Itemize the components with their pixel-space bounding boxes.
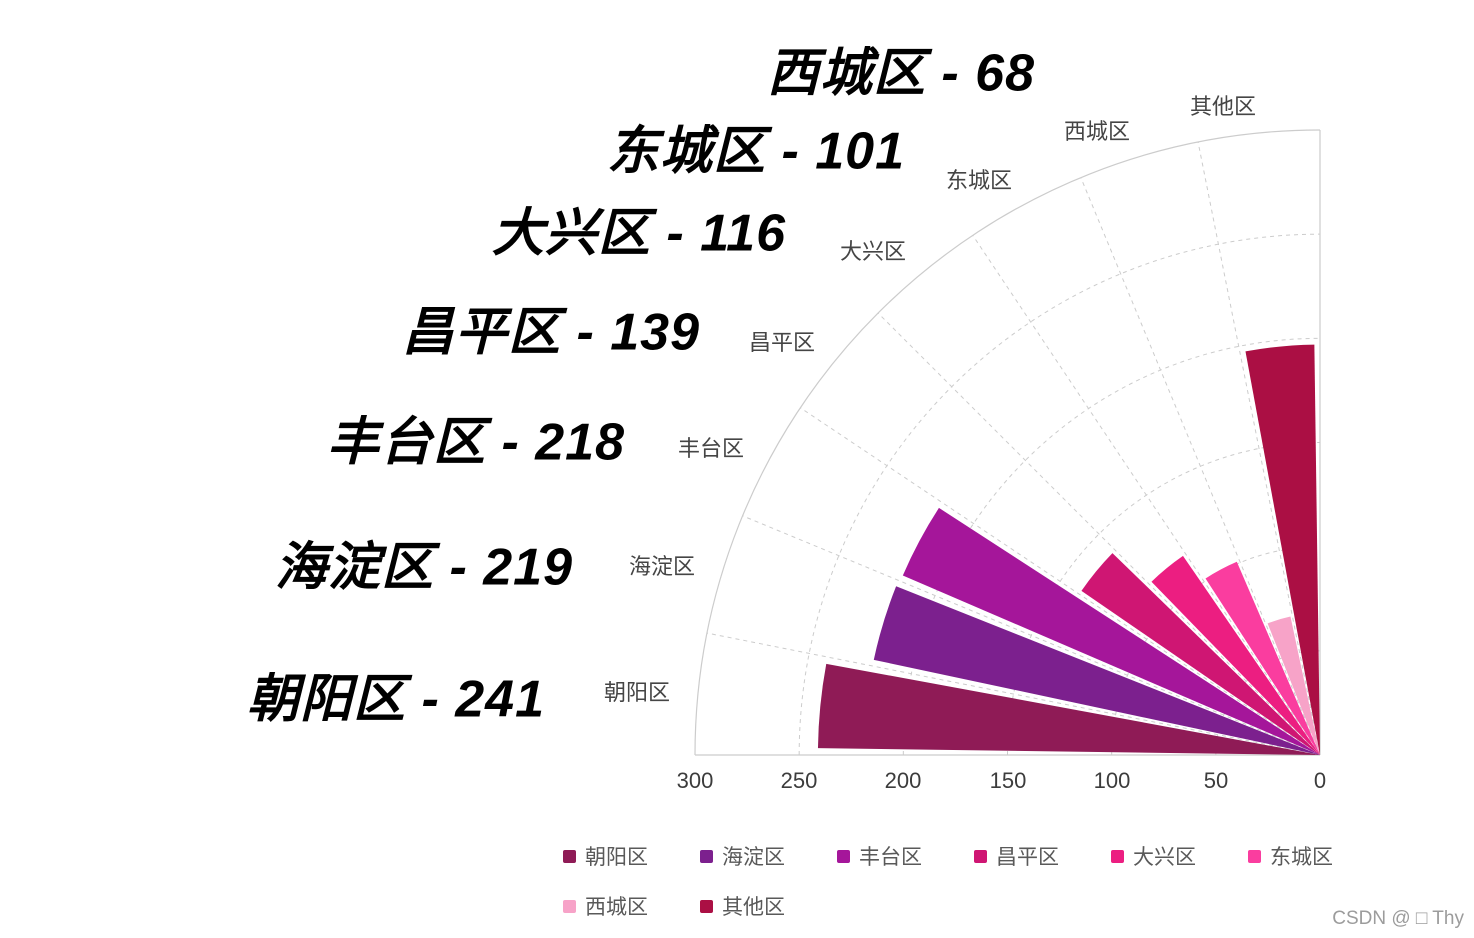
value-label-海淀区: 海淀区 - 219 [275,538,573,597]
legend-swatch-icon [974,849,987,863]
grid-spoke [1080,177,1321,756]
legend-label: 西城区 [585,896,648,919]
angular-category-label-西城区: 西城区 [1063,119,1130,144]
legend-label: 大兴区 [1133,846,1196,869]
polar-bar-西城区[interactable] [1267,616,1320,755]
radial-tick-50: 50 [1203,768,1229,793]
radial-tick-0: 0 [1313,768,1327,793]
polar-bar-丰台区[interactable] [902,507,1320,755]
grid-spoke [972,235,1321,756]
value-label-丰台区: 丰台区 - 218 [327,413,625,472]
watermark: CSDN @ □ Thy [1332,908,1464,929]
radial-tick-200: 200 [884,768,922,793]
angular-category-label-昌平区: 昌平区 [748,330,815,355]
legend-row: 西城区 其他区 [563,891,1333,921]
legend-item-朝阳区[interactable]: 朝阳区 [563,841,648,871]
legend-item-海淀区[interactable]: 海淀区 [700,841,785,871]
polar-bar-大兴区[interactable] [1151,555,1320,755]
radial-tick-250: 250 [780,768,818,793]
legend-swatch-icon [1248,849,1261,863]
legend-swatch-icon [1111,849,1124,863]
legend-item-东城区[interactable]: 东城区 [1248,841,1333,871]
polar-bar-海淀区[interactable] [873,586,1320,755]
value-label-昌平区: 昌平区 - 139 [402,303,700,362]
grid-spoke [1197,141,1321,756]
angular-category-label-朝阳区: 朝阳区 [603,680,670,705]
grid-spoke [800,407,1321,756]
legend-swatch-icon [700,899,713,913]
radial-tick-100: 100 [1093,768,1131,793]
legend-swatch-icon [700,849,713,863]
grid-spoke [706,632,1321,756]
angular-category-label-大兴区: 大兴区 [839,239,906,264]
legend-label: 昌平区 [996,846,1059,869]
angular-category-label-海淀区: 海淀区 [628,554,695,579]
grid-spoke [877,312,1321,756]
angular-category-label-丰台区: 丰台区 [677,436,744,461]
legend-item-昌平区[interactable]: 昌平区 [974,841,1059,871]
value-label-西城区: 西城区 - 68 [766,44,1035,103]
angular-category-label-其他区: 其他区 [1189,94,1256,119]
legend-label: 其他区 [722,896,785,919]
polar-bar-朝阳区[interactable] [817,663,1320,755]
outer-arc [694,129,1321,756]
polar-bar-东城区[interactable] [1205,561,1320,755]
value-label-东城区: 东城区 - 101 [607,122,905,181]
legend-swatch-icon [837,849,850,863]
legend-swatch-icon [563,849,576,863]
legend-item-丰台区[interactable]: 丰台区 [837,841,922,871]
polar-bar-其他区[interactable] [1245,344,1320,755]
chart-legend: 朝阳区 海淀区 丰台区 昌平区 大兴区 东城区西城区 其他区 [563,841,1333,921]
legend-row: 朝阳区 海淀区 丰台区 昌平区 大兴区 东城区 [563,841,1333,871]
value-label-朝阳区: 朝阳区 - 241 [247,670,545,729]
legend-label: 东城区 [1270,846,1333,869]
legend-item-大兴区[interactable]: 大兴区 [1111,841,1196,871]
legend-label: 朝阳区 [585,846,648,869]
radial-tick-300: 300 [676,768,714,793]
legend-swatch-icon [563,899,576,913]
grid-spoke [742,515,1321,756]
legend-label: 海淀区 [722,846,785,869]
angular-category-label-东城区: 东城区 [945,168,1012,193]
polar-bar-昌平区[interactable] [1081,553,1320,755]
value-label-大兴区: 大兴区 - 116 [491,204,786,263]
legend-item-其他区[interactable]: 其他区 [700,891,785,921]
legend-label: 丰台区 [859,846,922,869]
radial-tick-150: 150 [989,768,1027,793]
legend-item-西城区[interactable]: 西城区 [563,891,648,921]
